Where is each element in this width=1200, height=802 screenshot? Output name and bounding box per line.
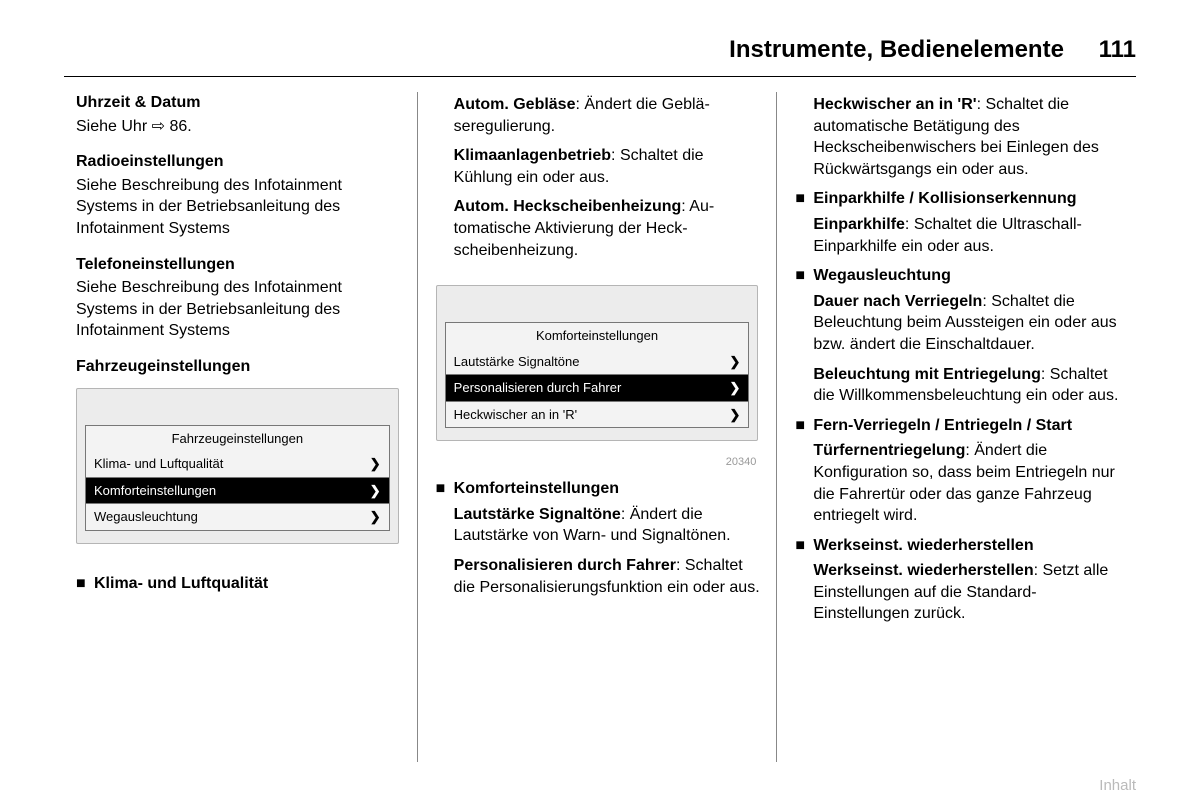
- para-lautstaerke: Lautstärke Signaltöne: Ändert die Lautst…: [436, 504, 763, 547]
- bullet-icon: ■: [795, 415, 813, 437]
- menu-item: Lautstärke Signaltöne ❯: [445, 349, 750, 376]
- heading-radio: Radioeinstellungen: [76, 151, 403, 173]
- chevron-right-icon: ❯: [729, 406, 740, 424]
- menu-item: Wegausleuchtung ❯: [85, 504, 390, 531]
- footer-label: Inhalt: [1099, 777, 1136, 794]
- para-tuerfern: Türfernentriegelung: Ändert die Konfigur…: [795, 440, 1122, 526]
- heading-vehicle: Fahrzeugeinstellungen: [76, 356, 403, 378]
- para-klimaanlage: Klimaanlagenbetrieb: Schaltet die Kühlun…: [436, 145, 763, 188]
- vehicle-menu-screenshot: Fahrzeugeinstellungen Klima- und Luftqua…: [76, 388, 399, 544]
- header-rule: [64, 76, 1136, 77]
- para-geblaese: Autom. Gebläse: Ändert die Geblä­seregul…: [436, 94, 763, 137]
- content-columns: Uhrzeit & Datum Siehe Uhr ⇨ 86. Radioein…: [76, 92, 1136, 762]
- bullet-icon: ■: [795, 188, 813, 210]
- column-1: Uhrzeit & Datum Siehe Uhr ⇨ 86. Radioein…: [76, 92, 417, 762]
- menu-title: Fahrzeugeinstellungen: [85, 425, 390, 452]
- heading-phone: Telefoneinstellungen: [76, 254, 403, 276]
- bullet-icon: ■: [436, 478, 454, 500]
- heading-komfort: Komforteinstellungen: [454, 478, 619, 500]
- chevron-right-icon: ❯: [370, 482, 381, 500]
- menu-item: Klima- und Luftqualität ❯: [85, 451, 390, 478]
- chevron-right-icon: ❯: [370, 455, 381, 473]
- chevron-right-icon: ❯: [729, 353, 740, 371]
- bullet-werkseinst: ■ Werkseinst. wiederherstellen: [795, 535, 1122, 557]
- menu-item-selected: Komforteinstellungen ❯: [85, 478, 390, 505]
- heading-klima: Klima- und Luftqualität: [94, 573, 268, 595]
- reference-icon: ⇨: [152, 118, 165, 135]
- menu-title: Komforteinstellungen: [445, 322, 750, 349]
- chevron-right-icon: ❯: [729, 379, 740, 397]
- para-heckscheibe: Autom. Heckscheibenheizung: Au­tomatisch…: [436, 196, 763, 261]
- page-number: 111: [1099, 36, 1136, 63]
- bullet-wegausleuchtung: ■ Wegausleuchtung: [795, 265, 1122, 287]
- para-einparkhilfe: Einparkhilfe: Schaltet die Ultra­schall-…: [795, 214, 1122, 257]
- menu-item: Heckwischer an in 'R' ❯: [445, 402, 750, 429]
- bullet-fernverriegeln: ■ Fern-Verriegeln / Entriegeln / Start: [795, 415, 1122, 437]
- chevron-right-icon: ❯: [370, 508, 381, 526]
- menu-item-selected: Personalisieren durch Fahrer ❯: [445, 375, 750, 402]
- image-number: 20340: [436, 451, 763, 470]
- bullet-klima: ■ Klima- und Luftqualität: [76, 573, 403, 595]
- column-2: Autom. Gebläse: Ändert die Geblä­seregul…: [417, 92, 777, 762]
- bullet-komfort: ■ Komforteinstellungen: [436, 478, 763, 500]
- para-heckwischer: Heckwischer an in 'R': Schaltet die auto…: [795, 94, 1122, 180]
- text-phone: Siehe Beschreibung des Infotainment Syst…: [76, 277, 403, 342]
- para-personalisieren: Personalisieren durch Fahrer: Schaltet d…: [436, 555, 763, 598]
- para-werkseinst: Werkseinst. wiederherstellen: Setzt alle…: [795, 560, 1122, 625]
- bullet-icon: ■: [795, 265, 813, 287]
- bullet-icon: ■: [795, 535, 813, 557]
- text-time: Siehe Uhr ⇨ 86.: [76, 116, 403, 138]
- para-dauer: Dauer nach Verriegeln: Schaltet die Bele…: [795, 291, 1122, 356]
- bullet-icon: ■: [76, 573, 94, 595]
- heading-time: Uhrzeit & Datum: [76, 92, 403, 114]
- heading-fernverriegeln: Fern-Verriegeln / Entriegeln / Start: [813, 415, 1072, 437]
- comfort-menu-screenshot: Komforteinstellungen Lautstärke Signaltö…: [436, 285, 759, 441]
- heading-werkseinst: Werkseinst. wiederherstellen: [813, 535, 1033, 557]
- text-radio: Siehe Beschreibung des Infotainment Syst…: [76, 175, 403, 240]
- bullet-einparkhilfe: ■ Einparkhilfe / Kollisionserkennung: [795, 188, 1122, 210]
- heading-wegausleuchtung: Wegausleuchtung: [813, 265, 951, 287]
- para-beleuchtung: Beleuchtung mit Entriegelung: Schaltet d…: [795, 364, 1122, 407]
- page-header: Instrumente, Bedienelemente 111: [729, 36, 1136, 64]
- chapter-title: Instrumente, Bedienelemente: [729, 36, 1064, 63]
- heading-einparkhilfe: Einparkhilfe / Kollisionserkennung: [813, 188, 1076, 210]
- column-3: Heckwischer an in 'R': Schaltet die auto…: [776, 92, 1136, 762]
